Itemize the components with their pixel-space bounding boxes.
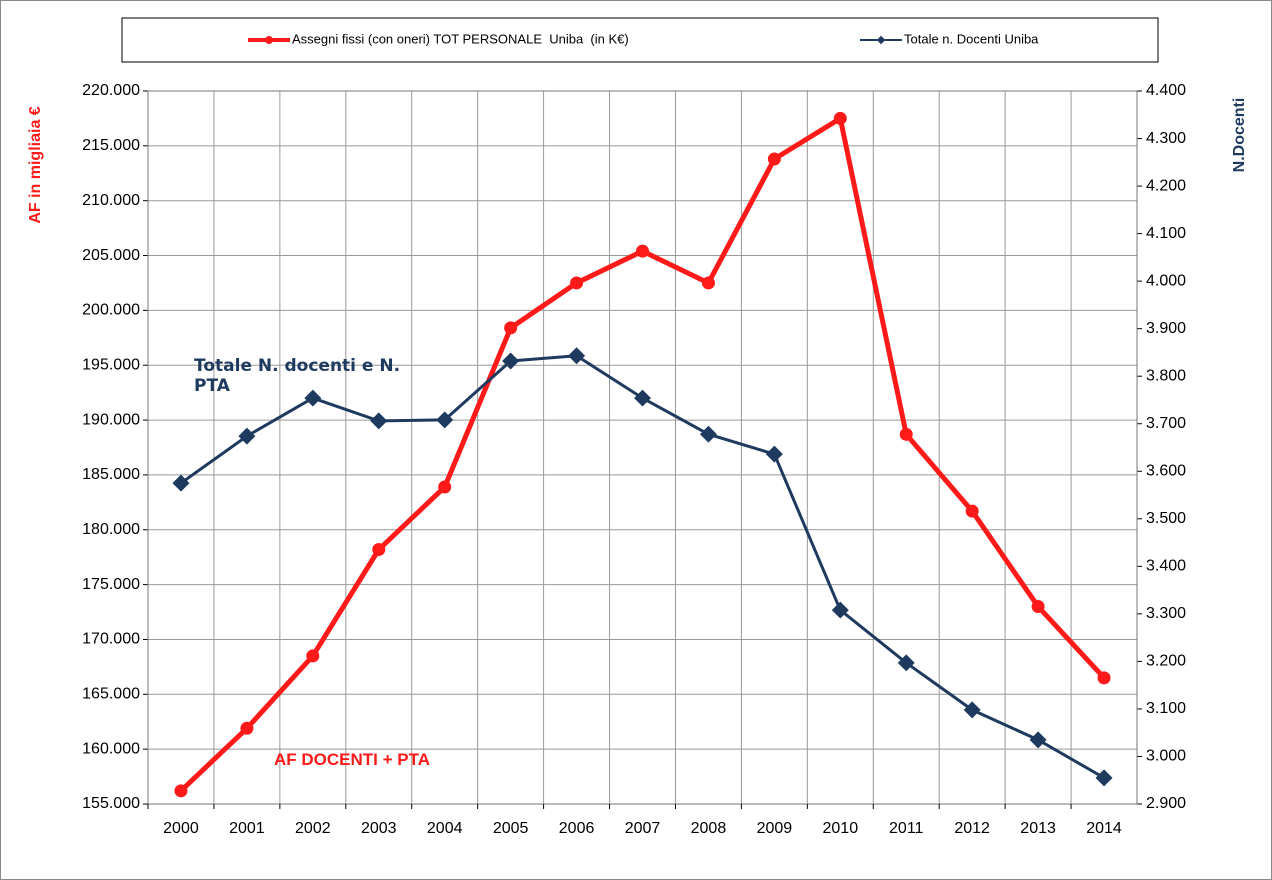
y2-tick-label: 3.400 (1146, 558, 1186, 575)
point (1031, 600, 1045, 614)
y2-tick-label: 4.300 (1146, 130, 1186, 147)
point (765, 445, 783, 463)
y2-tick-label: 3.200 (1146, 653, 1186, 670)
y2-tick-label: 4.200 (1146, 177, 1186, 194)
y-tick-label: 170.000 (82, 631, 140, 648)
x-tick-label: 2003 (361, 820, 397, 837)
point (568, 347, 586, 365)
plot-frame (147, 90, 1138, 805)
point (306, 649, 320, 663)
x-tick-label: 2013 (1020, 820, 1056, 837)
y2-tick-label: 3.800 (1146, 367, 1186, 384)
point (504, 321, 518, 335)
point (240, 721, 254, 735)
y-tick-label: 210.000 (82, 192, 140, 209)
point (1095, 769, 1113, 787)
x-tick-label: 2006 (559, 820, 595, 837)
y-tick-label: 175.000 (82, 576, 140, 593)
y2-tick-label: 3.500 (1146, 510, 1186, 527)
x-tick-label: 2010 (823, 820, 859, 837)
x-tick-label: 2007 (625, 820, 661, 837)
legend-label: Assegni fissi (con oneri) TOT PERSONALE … (292, 31, 629, 46)
x-tick-label: 2000 (163, 820, 199, 837)
point (636, 244, 649, 258)
x-tick-label: 2008 (691, 820, 727, 837)
x-tick-label: 2011 (889, 820, 924, 837)
legend-label: Totale n. Docenti Uniba (904, 31, 1039, 46)
point (372, 543, 386, 557)
y-tick-label: 185.000 (82, 466, 140, 483)
y-tick-label: 200.000 (82, 302, 140, 319)
annotation: AF DOCENTI + PTA (274, 750, 430, 769)
point (304, 389, 322, 407)
point (1097, 671, 1111, 685)
x-tick-label: 2004 (427, 820, 463, 837)
y-tick-label: 155.000 (82, 795, 140, 812)
point (897, 654, 915, 672)
point (699, 425, 717, 443)
point (370, 412, 388, 430)
x-tick-label: 2002 (295, 820, 331, 837)
y2-tick-label: 4.000 (1146, 272, 1186, 289)
y2-tick-label: 4.400 (1146, 82, 1186, 99)
y-tick-label: 165.000 (82, 686, 140, 703)
y-tick-label: 190.000 (82, 411, 140, 428)
point (963, 701, 981, 719)
y-tick-label: 180.000 (82, 521, 140, 538)
x-tick-label: 2012 (954, 820, 990, 837)
point (1029, 731, 1047, 749)
legend-marker (265, 36, 273, 44)
y2-tick-label: 3.600 (1146, 462, 1186, 479)
y-tick-label: 160.000 (82, 740, 140, 757)
x-tick-label: 2009 (757, 820, 793, 837)
x-tick-label: 2001 (229, 820, 265, 837)
x-tick-label: 2014 (1086, 820, 1122, 837)
point (238, 427, 256, 445)
point (767, 152, 781, 166)
point (570, 276, 584, 290)
legend-box (121, 17, 1159, 63)
y-tick-label: 220.000 (82, 82, 140, 99)
y2-axis-label: N.Docenti (1231, 98, 1248, 173)
y-tick-label: 215.000 (82, 137, 140, 154)
y2-tick-label: 3.300 (1146, 605, 1186, 622)
y-axis-label: AF in migliaia € (27, 106, 44, 223)
y2-tick-label: 4.100 (1146, 225, 1186, 242)
point (899, 427, 913, 441)
y2-tick-label: 2.900 (1146, 795, 1186, 812)
point (174, 784, 188, 798)
point (701, 276, 715, 290)
y2-tick-label: 3.900 (1146, 320, 1186, 337)
annotation: Totale N. docenti e N. PTA (194, 356, 401, 396)
x-tick-label: 2005 (493, 820, 529, 837)
y2-tick-label: 3.700 (1146, 415, 1186, 432)
point (831, 601, 849, 619)
point (833, 111, 847, 125)
y2-tick-label: 3.100 (1146, 700, 1186, 717)
point (634, 389, 651, 407)
point (438, 480, 452, 494)
y-tick-label: 205.000 (82, 247, 140, 264)
point (965, 504, 979, 518)
y-tick-label: 195.000 (82, 356, 140, 373)
point (436, 411, 454, 429)
y2-tick-label: 3.000 (1146, 748, 1186, 765)
point (172, 474, 190, 492)
